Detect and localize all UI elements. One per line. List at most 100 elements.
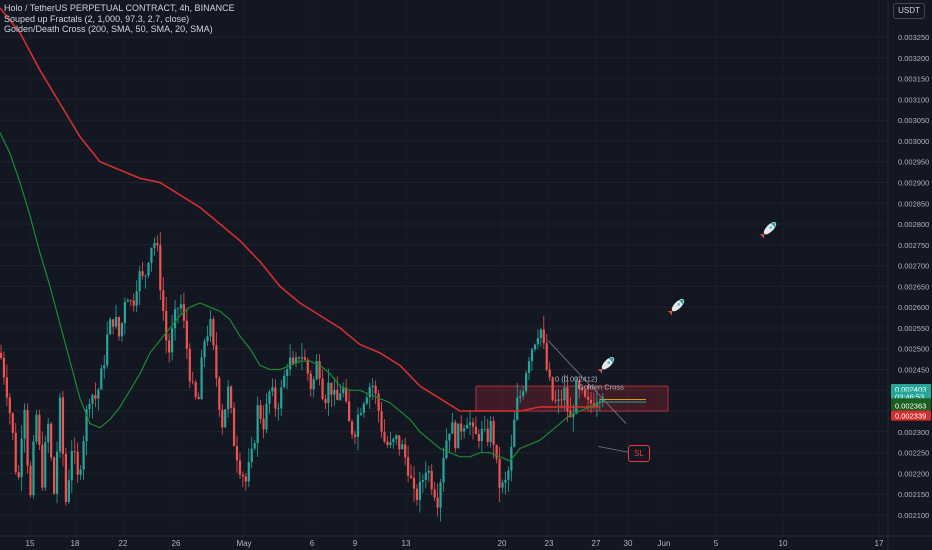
candle-body — [141, 271, 144, 276]
candle-body — [492, 420, 495, 445]
candle-body — [197, 396, 200, 400]
candle-body — [230, 386, 233, 408]
candle-body — [336, 389, 339, 401]
candle-body — [445, 440, 448, 459]
rocket-flame — [667, 310, 673, 316]
x-tick-label: 23 — [545, 539, 554, 548]
rocket-icon — [759, 222, 777, 239]
symbol-title[interactable]: Holo / TetherUS PERPETUAL CONTRACT, 4h, … — [4, 3, 235, 13]
candle-body — [504, 479, 507, 483]
candle-body — [156, 243, 159, 246]
candle-body — [501, 482, 504, 488]
candle-body — [380, 410, 383, 432]
candle-body — [560, 399, 563, 401]
indicator-fractals[interactable]: Souped up Fractals (2, 1,000, 97.3, 2.7,… — [4, 13, 190, 24]
y-tick-label: 0.003150 — [898, 75, 929, 84]
y-tick-label: 0.002550 — [898, 324, 929, 333]
fib-level-label: 0 (0.002412) — [555, 374, 598, 383]
candle-body — [64, 454, 67, 502]
y-tick-label: 0.002650 — [898, 282, 929, 291]
candle-body — [474, 426, 478, 435]
price-axis[interactable]: 0.003250 0.003200 0.003150 0.003100 0.003050… — [887, 0, 931, 550]
projection-line — [547, 340, 627, 424]
y-tick-label: 0.002500 — [898, 345, 929, 354]
candle-body — [454, 422, 457, 449]
candle-body — [327, 382, 330, 404]
indicator-golden-death-cross[interactable]: Golden/Death Cross (200, SMA, 50, SMA, 2… — [4, 24, 213, 34]
candle-body — [584, 390, 587, 397]
candle-body — [20, 438, 23, 478]
candle-body — [29, 465, 32, 496]
chart-legend: Holo / TetherUS PERPETUAL CONTRACT, 4h, … — [4, 3, 235, 35]
candle-body — [324, 398, 327, 404]
x-tick-label: 22 — [119, 539, 128, 548]
candle-body — [513, 419, 516, 447]
candle-body — [383, 431, 386, 442]
candle-body — [262, 418, 265, 430]
candle-body — [554, 399, 557, 401]
candle-body — [238, 460, 242, 475]
candle-body — [117, 317, 121, 337]
candle-body — [241, 474, 244, 477]
candle-body — [126, 300, 129, 302]
candle-body — [495, 444, 498, 459]
y-tick-label: 0.002150 — [898, 490, 929, 499]
price-badge: 0.002363 — [891, 400, 931, 411]
golden-cross-label: Golden Cross — [578, 382, 624, 391]
y-tick-label: 0.003100 — [898, 95, 929, 104]
rocket-window — [607, 361, 611, 364]
x-tick-label: 10 — [779, 539, 788, 548]
candle-body — [129, 300, 132, 302]
candle-body — [539, 329, 542, 339]
candle-body — [427, 470, 430, 473]
candle-body — [448, 433, 451, 441]
currency-button[interactable]: USDT — [893, 3, 925, 19]
candle-body — [215, 345, 218, 379]
y-tick-label: 0.003250 — [898, 33, 929, 42]
candle-body — [85, 409, 88, 442]
candle-body — [572, 413, 575, 418]
candle-body — [581, 388, 584, 391]
candle-body — [498, 458, 501, 488]
candle-body — [483, 428, 486, 430]
candle-body — [578, 380, 581, 389]
candle-body — [88, 404, 91, 410]
candle-body — [566, 387, 569, 412]
rocket-window — [677, 302, 681, 306]
x-tick-label: 20 — [498, 539, 507, 548]
x-tick-label: Jun — [658, 539, 671, 548]
candle-body — [412, 477, 416, 489]
candle-body — [392, 439, 395, 443]
candle-body — [598, 400, 601, 403]
candle-body — [200, 357, 203, 400]
y-tick-label: 0.002850 — [898, 199, 929, 208]
candle-body — [350, 421, 354, 435]
price-badge-label: 03:46:53 — [895, 393, 924, 402]
candle-body — [542, 329, 545, 344]
candle-body — [35, 414, 38, 442]
candle-body — [371, 385, 374, 387]
candle-body — [527, 361, 531, 373]
y-tick-label: 0.003050 — [898, 116, 929, 125]
candle-body — [8, 397, 11, 414]
candle-body — [468, 422, 472, 425]
candle-body — [297, 357, 301, 359]
candle-body — [439, 482, 442, 508]
candle-body — [536, 338, 539, 345]
candle-body — [362, 403, 365, 413]
candle-body — [58, 397, 62, 452]
candle-body — [377, 393, 380, 411]
price-badge-label: 0.002403 — [895, 385, 926, 394]
price-badge-label: 0.002339 — [895, 412, 926, 421]
candle-body — [277, 408, 280, 410]
x-tick-label: 18 — [71, 539, 80, 548]
candle-body — [97, 389, 100, 399]
ma-50-line — [0, 132, 601, 462]
price-badge-bg — [891, 400, 931, 411]
y-tick-label: 0.002950 — [898, 158, 929, 167]
rocket-icon — [597, 357, 615, 374]
candle-body — [303, 357, 306, 360]
time-axis[interactable]: 15 18 22 26 May 6 9 13 20 23 27 30 Jun 5 10 17 — [0, 535, 932, 548]
candle-body — [194, 382, 197, 397]
